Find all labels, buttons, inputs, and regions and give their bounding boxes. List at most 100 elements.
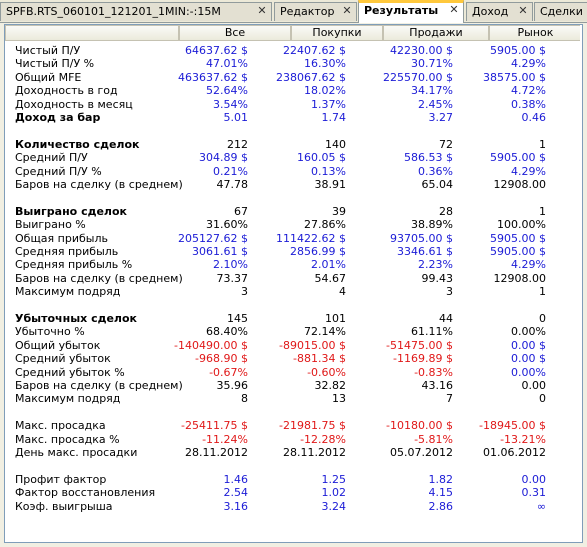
- cell-value: 3.24: [321, 499, 347, 513]
- close-icon[interactable]: ✕: [518, 4, 528, 17]
- table-row: Профит фактор 1.46 1.25 1.82 0.00: [5, 473, 582, 486]
- cell-value: 65.04: [421, 178, 454, 191]
- cell-value: 3: [446, 285, 453, 299]
- cell-value: 35.96: [216, 379, 249, 392]
- cell-value: 0.31: [521, 486, 547, 500]
- cell-value: -21981.75 $: [279, 419, 346, 433]
- tab-chart[interactable]: SPFB.RTS_060101_121201_1MIN:-:15M ✕: [0, 2, 272, 21]
- cell-value: -881.34 $: [293, 352, 346, 366]
- cell-value: -1169.89 $: [393, 352, 453, 366]
- cell-value: 1: [539, 137, 546, 151]
- cell-value: 3.54%: [213, 97, 248, 111]
- row-label: Чистый П/У %: [15, 57, 95, 71]
- cell-value: 44: [439, 312, 453, 325]
- cell-value: 5.01: [223, 111, 249, 124]
- cell-value: 67: [234, 204, 248, 218]
- cell-value: 5905.00 $: [490, 245, 546, 258]
- row-label: Макс. просадка %: [15, 432, 120, 446]
- cell-value: 111422.62 $: [276, 231, 346, 245]
- close-icon[interactable]: ✕: [449, 3, 459, 16]
- cell-value: 1: [539, 204, 546, 218]
- cell-value: 463637.62 $: [178, 70, 248, 84]
- cell-value: 3061.61 $: [192, 245, 248, 258]
- cell-value: 30.71%: [411, 57, 453, 71]
- table-row: Коэф. выигрыша 3.16 3.24 2.86 ∞: [5, 500, 582, 513]
- cell-value: 3.16: [223, 499, 249, 513]
- table-row: Максимум подряд 3 4 3 1: [5, 285, 582, 298]
- cell-value: 38.91: [314, 178, 347, 191]
- table-row: Общий MFE 463637.62 $ 238067.62 $ 225570.00…: [5, 71, 582, 84]
- tab-income[interactable]: Доход ✕: [466, 2, 533, 21]
- row-label: Убыточно %: [15, 325, 85, 339]
- cell-value: ∞: [536, 499, 546, 513]
- panel-edge: [580, 25, 582, 542]
- row-label: Выиграно сделок: [15, 204, 128, 218]
- cell-value: 28: [439, 204, 453, 218]
- table-row: Убыточных сделок 145 101 44 0: [5, 312, 582, 325]
- row-label: Максимум подряд: [15, 392, 121, 406]
- header-empty: [5, 25, 179, 41]
- table-row: Баров на сделку (в среднем) 47.78 38.91 65.…: [5, 178, 582, 191]
- cell-value: -0.83%: [414, 365, 453, 379]
- header-sales[interactable]: Продажи: [383, 25, 489, 41]
- results-panel: Все Покупки Продажи Рынок Чистый П/У 6463…: [4, 24, 583, 543]
- cell-value: 205127.62 $: [178, 231, 248, 245]
- cell-value: -18945.00 $: [479, 419, 546, 433]
- cell-value: 28.11.2012: [283, 446, 346, 459]
- cell-value: 1.25: [321, 472, 347, 486]
- cell-value: 73.37: [216, 271, 249, 285]
- cell-value: 1.74: [321, 111, 347, 124]
- table-header: Все Покупки Продажи Рынок: [5, 25, 582, 42]
- cell-value: 2.01%: [311, 258, 346, 272]
- table-row: Доходность в месяц 3.54% 1.37% 2.45% 0.38%: [5, 98, 582, 111]
- header-market[interactable]: Рынок: [489, 25, 582, 41]
- cell-value: 145: [227, 312, 248, 325]
- table-row: Максимум подряд 8 13 7 0: [5, 392, 582, 405]
- cell-value: 72: [439, 137, 453, 151]
- cell-value: 101: [325, 312, 346, 325]
- cell-value: 3.27: [428, 111, 454, 124]
- cell-value: -13.21%: [500, 432, 546, 446]
- cell-value: 61.11%: [411, 325, 453, 339]
- row-label: Коэф. выигрыша: [15, 499, 113, 513]
- row-label: Баров на сделку (в среднем): [15, 379, 183, 392]
- tab-label: Результаты: [364, 4, 439, 17]
- tab-editor[interactable]: Редактор ✕: [274, 2, 357, 21]
- cell-value: 2.86: [428, 499, 454, 513]
- tab-label: SPFB.RTS_060101_121201_1MIN:-:15M: [6, 5, 221, 18]
- table-row: Чистый П/У 64637.62 $ 22407.62 $ 42230.00 $…: [5, 44, 582, 57]
- cell-value: 0: [539, 312, 546, 325]
- row-label: Баров на сделку (в среднем): [15, 271, 183, 285]
- cell-value: 32.82: [314, 379, 347, 392]
- cell-value: 2856.99 $: [290, 245, 346, 258]
- row-label: Убыточных сделок: [15, 312, 138, 325]
- table-row: Средняя прибыль % 2.10% 2.01% 2.23% 4.29%: [5, 258, 582, 271]
- table-row: Общий убыток -140490.00 $ -89015.00 $ -5147…: [5, 339, 582, 352]
- cell-value: 38575.00 $: [483, 70, 546, 84]
- cell-value: 1.02: [321, 486, 347, 500]
- close-icon[interactable]: ✕: [257, 4, 267, 17]
- close-icon[interactable]: ✕: [342, 4, 352, 17]
- cell-value: -10180.00 $: [386, 419, 453, 433]
- cell-value: 64637.62 $: [185, 44, 248, 57]
- row-label: Средняя прибыль: [15, 245, 119, 258]
- cell-value: 0.46: [521, 111, 547, 124]
- tab-deals[interactable]: Сделки: [534, 2, 587, 21]
- cell-value: 4.29%: [511, 164, 546, 178]
- cell-value: 4.29%: [511, 57, 546, 71]
- cell-value: 3346.61 $: [397, 245, 453, 258]
- cell-value: 1.46: [223, 472, 249, 486]
- cell-value: -968.90 $: [195, 352, 248, 366]
- header-purchases[interactable]: Покупки: [291, 25, 383, 41]
- cell-value: 1.37%: [311, 97, 346, 111]
- cell-value: 225570.00 $: [383, 70, 453, 84]
- table-row: Средний убыток % -0.67% -0.60% -0.83% 0.00%: [5, 366, 582, 379]
- header-all[interactable]: Все: [179, 25, 291, 41]
- cell-value: 140: [325, 137, 346, 151]
- cell-value: 2.54: [223, 486, 249, 500]
- cell-value: 4: [339, 285, 346, 299]
- cell-value: 68.40%: [206, 325, 248, 339]
- row-label: Максимум подряд: [15, 285, 121, 299]
- cell-value: 0.36%: [418, 164, 453, 178]
- tab-results[interactable]: Результаты ✕: [358, 0, 464, 23]
